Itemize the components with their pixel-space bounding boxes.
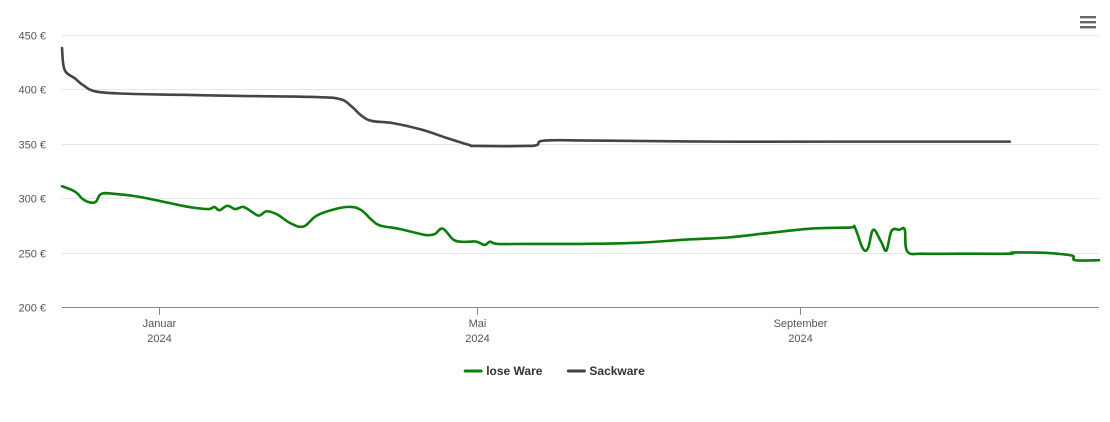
x-tick-label-year: 2024 <box>465 333 489 345</box>
y-tick-label: 450 € <box>18 31 46 43</box>
y-tick-label: 250 € <box>18 249 46 261</box>
x-tick-label-month: September <box>774 318 828 330</box>
y-tick-label: 400 € <box>18 85 46 97</box>
legend-item-sackware[interactable]: Sackware <box>566 364 645 378</box>
legend: lose Ware Sackware <box>463 364 645 378</box>
x-axis: Januar 2024 Mai 2024 September 2024 <box>62 307 1099 345</box>
series-line-sackware <box>60 46 1012 148</box>
legend-label: Sackware <box>589 364 645 378</box>
series-line-lose-ware <box>60 184 1101 262</box>
grid-lines <box>62 35 1099 254</box>
legend-label: lose Ware <box>486 364 543 378</box>
y-tick-label: 300 € <box>18 194 46 206</box>
x-tick-label-month: Mai <box>469 318 487 330</box>
x-tick-label-year: 2024 <box>788 333 812 345</box>
legend-item-lose-ware[interactable]: lose Ware <box>463 364 543 378</box>
x-tick-label-year: 2024 <box>147 333 171 345</box>
y-tick-label: 350 € <box>18 140 46 152</box>
chart-menu-icon[interactable] <box>1079 13 1097 31</box>
x-tick-label-month: Januar <box>143 318 177 330</box>
y-tick-label: 200 € <box>18 303 46 315</box>
y-axis: 200 € 250 € 300 € 350 € 400 € 450 € <box>18 31 46 315</box>
series-lines <box>60 46 1101 262</box>
